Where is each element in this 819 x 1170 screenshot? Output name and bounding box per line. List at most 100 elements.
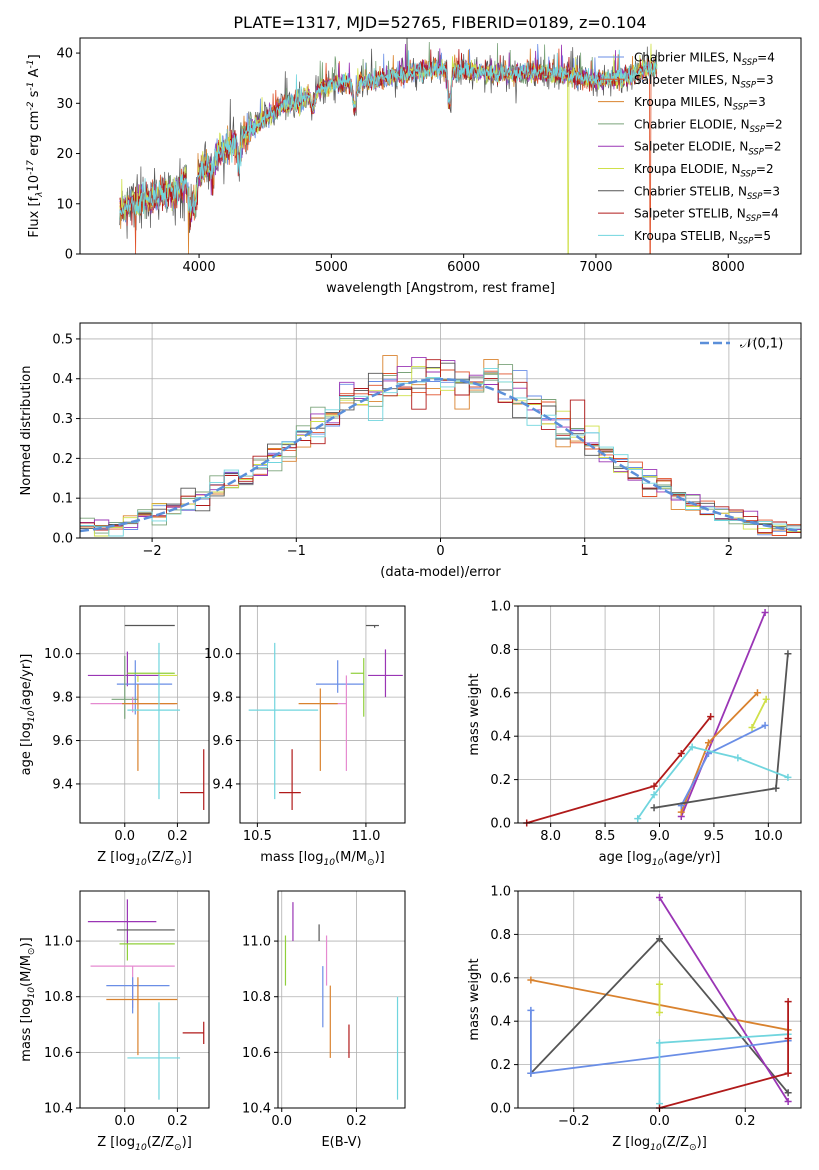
spectrum-xtick-label: 7000 <box>579 260 612 275</box>
figure-title: PLATE=1317, MJD=52765, FIBERID=0189, z=0… <box>233 13 646 32</box>
massweight_vs_age-xtick-label: 9.5 <box>704 829 725 844</box>
age_vs_Z-ylabel: age [log10(age/yr)] <box>19 654 37 776</box>
age_vs_mass-errorbar-point <box>365 624 379 628</box>
residuals-ytick-label: 0.3 <box>52 412 73 427</box>
massweight_vs_Z-line-salpeter-elodie <box>658 897 789 1102</box>
spectrum-legend-label: Salpeter STELIB, NSSP=4 <box>634 207 779 224</box>
massweight_vs_age-line-salpeter-stelib <box>526 716 712 823</box>
massweight_vs_Z-xlabel: Z [log10(Z/Z⊙)] <box>612 1135 707 1153</box>
spectrum-ytick-label: 20 <box>56 147 73 162</box>
spectrum-ylabel: Flux [fλ10-17 erg cm-2 s-1 A-1] <box>26 54 45 237</box>
spectrum-legend-label: Salpeter MILES, NSSP=3 <box>634 73 774 90</box>
mass_vs_EBV-xtick-label: 0.2 <box>346 1114 367 1129</box>
age_vs_mass-ytick-label: 9.4 <box>212 777 233 792</box>
residuals-ytick-label: 0.4 <box>52 372 73 387</box>
massweight_vs_Z-marker <box>656 894 663 902</box>
mass_vs_EBV-panel: 0.0 0.2 10.4 10.6 10.8 11.0 E(B-V) <box>242 890 406 1150</box>
mass_vs_Z-errorbar-point <box>182 1021 205 1045</box>
age_vs_mass-errorbar-point <box>320 675 347 771</box>
age_vs_Z-xlabel: Z [log10(Z/Z⊙)] <box>97 850 192 868</box>
mass_vs_Z-frame <box>79 890 210 1109</box>
spectrum-xlabel: wavelength [Angstrom, rest frame] <box>326 281 555 296</box>
residuals-xlabel: (data-model)/error <box>380 565 501 580</box>
massweight_vs_age-marker <box>650 791 658 799</box>
massweight_vs_Z-xtick-label: −0.2 <box>558 1114 590 1129</box>
massweight_vs_age-panel: 8.0 8.5 9.0 9.5 10.0 0.0 0.2 0.4 0.6 0.8 1.0 age [l… <box>467 600 802 868</box>
residuals-xtick-label: −2 <box>143 544 162 559</box>
spectrum-ytick-label: 10 <box>56 197 73 212</box>
age_vs_Z-errorbar-point <box>122 684 178 771</box>
massweight_vs_age-marker <box>761 609 769 617</box>
mass_vs_EBV-frame <box>277 890 406 1109</box>
age_vs_mass-errorbar-point <box>279 749 301 810</box>
age_vs_mass-errorbar-point <box>298 688 338 771</box>
residuals-gaussian-curve <box>80 377 801 533</box>
massweight_vs_Z-ytick-label: 0.2 <box>490 1058 511 1073</box>
massweight_vs_age-xtick-label: 9.0 <box>649 829 670 844</box>
massweight_vs_age-marker <box>707 713 715 721</box>
massweight_vs_age-marker <box>634 815 642 823</box>
age_vs_mass-frame <box>239 605 406 824</box>
massweight_vs_Z-marker <box>656 980 663 988</box>
massweight_vs_age-ytick-label: 0.6 <box>490 686 511 701</box>
mass_vs_Z-xtick-label: 0.2 <box>167 1114 188 1129</box>
massweight_vs_Z-marker <box>784 1069 792 1077</box>
age_vs_Z-errorbar-point <box>111 655 138 719</box>
residuals-xtick-label: 2 <box>725 544 733 559</box>
massweight_vs_age-xtick-label: 10.0 <box>754 829 783 844</box>
massweight_vs_Z-xtick-label: 0.2 <box>735 1114 756 1129</box>
massweight_vs_age-marker <box>677 808 685 816</box>
age_vs_mass-errorbar-point <box>315 660 364 693</box>
massweight_vs_Z-ytick-label: 0.6 <box>490 971 511 986</box>
massweight_vs_age-marker <box>761 721 769 729</box>
age_vs_mass-xlabel: mass [log10(M/M⊙)] <box>260 850 384 868</box>
age_vs_mass-ytick-label: 10.0 <box>204 647 233 662</box>
mass_vs_EBV-ytick-label: 10.6 <box>242 1046 271 1061</box>
massweight_vs_Z-xtick-label: 0.0 <box>649 1114 670 1129</box>
age_vs_Z-ytick-label: 9.8 <box>52 691 73 706</box>
spectrum-legend-label: Salpeter ELODIE, NSSP=2 <box>634 140 782 157</box>
mass_vs_Z-ylabel: mass [log10(M/M⊙)] <box>19 937 37 1061</box>
age_vs_Z-xtick-label: 0.0 <box>114 829 135 844</box>
spectrum-legend-label: Chabrier STELIB, NSSP=3 <box>634 184 780 201</box>
massweight_vs_Z-marker <box>656 1009 663 1017</box>
mass_vs_EBV-xlabel: E(B-V) <box>321 1135 361 1150</box>
massweight_vs_age-marker <box>704 739 712 747</box>
spectrum-line-kroupa-stelib <box>119 49 658 215</box>
massweight_vs_Z-marker <box>656 1039 663 1047</box>
mass_vs_Z-panel: 0.0 0.2 10.4 10.6 10.8 11.0 Z [log10(Z/Z⊙)] mas… <box>19 890 210 1153</box>
age_vs_Z-xtick-label: 0.2 <box>167 829 188 844</box>
mass_vs_Z-errorbar-point <box>106 977 178 1056</box>
mass_vs_Z-ytick-label: 10.4 <box>44 1102 73 1117</box>
mass_vs_Z-ytick-label: 10.8 <box>44 990 73 1005</box>
age_vs_Z-ytick-label: 10.0 <box>44 647 73 662</box>
age_vs_mass-errorbar-point <box>248 642 319 800</box>
massweight_vs_Z-ytick-label: 0.0 <box>490 1102 511 1117</box>
spectrum-panel: 4000 5000 6000 7000 8000 0 10 20 30 40 wavelength … <box>26 37 802 296</box>
age_vs_Z-frame <box>79 605 210 824</box>
massweight_vs_age-line-kroupa-stelib <box>636 745 789 820</box>
residuals-xtick-label: 1 <box>581 544 589 559</box>
spectrum-xtick-label: 5000 <box>315 260 348 275</box>
age_vs_mass-xtick-label: 11.0 <box>351 829 380 844</box>
massweight_vs_Z-marker <box>527 976 535 984</box>
spectrum-xtick-label: 6000 <box>447 260 480 275</box>
spectrum-ytick-label: 40 <box>56 47 73 62</box>
massweight_vs_age-ytick-label: 0.2 <box>490 773 511 788</box>
spectrum-legend-label: Chabrier MILES, NSSP=4 <box>634 51 775 68</box>
age_vs_mass-ytick-label: 9.6 <box>212 734 233 749</box>
spectrum-xtick-label: 8000 <box>712 260 745 275</box>
massweight_vs_Z-marker <box>784 1035 792 1043</box>
mass_vs_EBV-ytick-label: 11.0 <box>242 935 271 950</box>
age_vs_Z-ytick-label: 9.6 <box>52 734 73 749</box>
massweight_vs_Z-ytick-label: 0.4 <box>490 1015 511 1030</box>
massweight_vs_Z-ylabel: mass weight <box>467 958 482 1040</box>
age_vs_mass-errorbar-point <box>368 649 403 698</box>
massweight_vs_age-ytick-label: 1.0 <box>490 600 511 615</box>
massweight_vs_age-xlabel: age [log10(age/yr)] <box>599 850 721 868</box>
residuals-ytick-label: 0.2 <box>52 452 73 467</box>
spectrum-legend-label: Kroupa STELIB, NSSP=5 <box>634 229 771 246</box>
age_vs_mass-ytick-label: 9.8 <box>212 691 233 706</box>
residuals-ytick-label: 0.1 <box>52 492 73 507</box>
massweight_vs_age-line-salpeter-elodie <box>680 612 766 817</box>
